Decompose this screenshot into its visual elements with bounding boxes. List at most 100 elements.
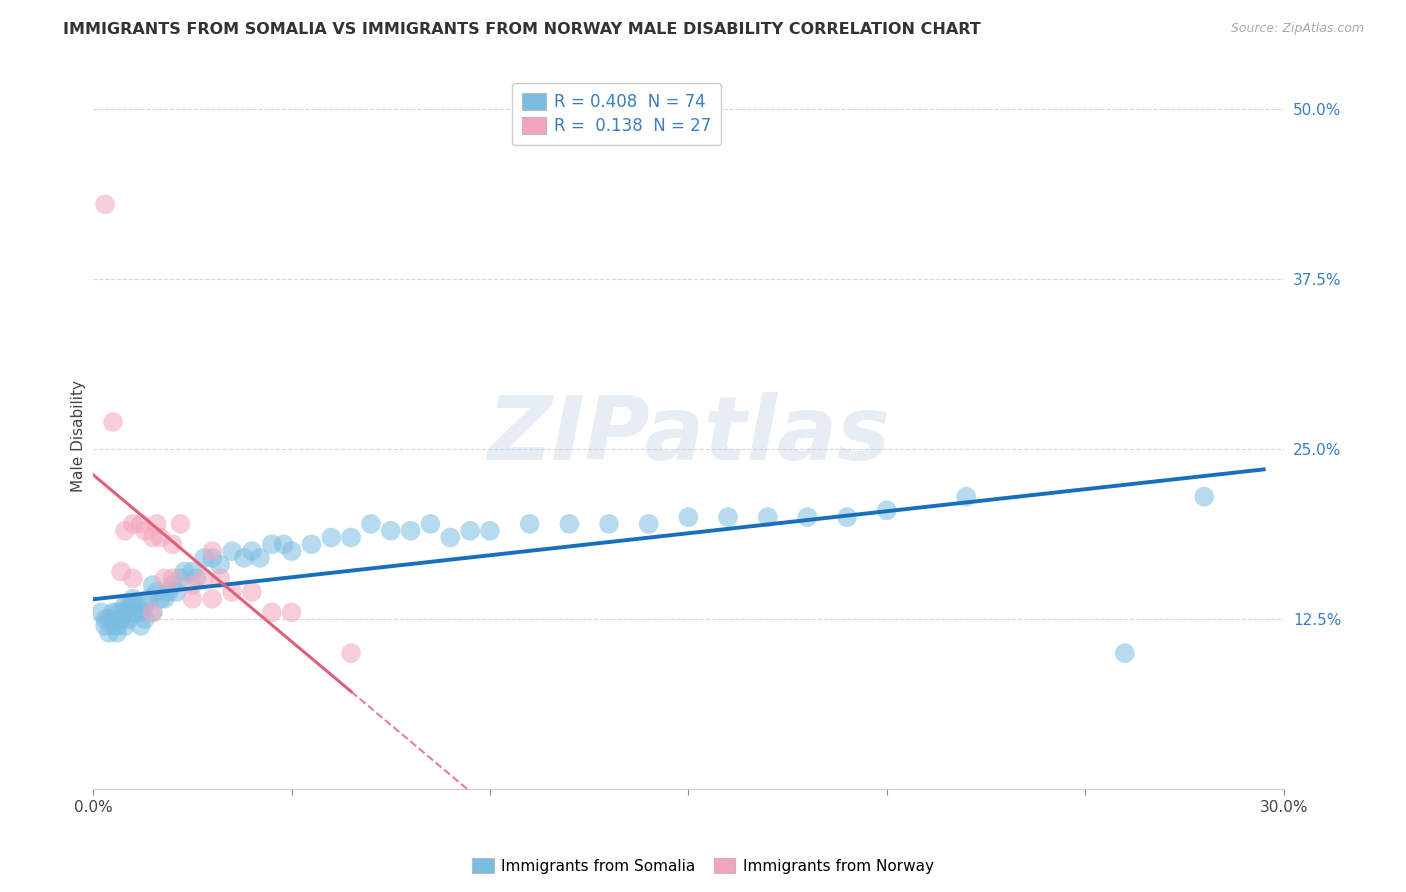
Point bbox=[149, 531, 172, 545]
Point bbox=[114, 619, 136, 633]
Point bbox=[121, 591, 143, 606]
Point bbox=[360, 516, 382, 531]
Legend: Immigrants from Somalia, Immigrants from Norway: Immigrants from Somalia, Immigrants from… bbox=[465, 852, 941, 880]
Point bbox=[125, 605, 148, 619]
Point bbox=[717, 510, 740, 524]
Point bbox=[439, 531, 461, 545]
Point bbox=[134, 524, 156, 538]
Point bbox=[129, 516, 152, 531]
Point bbox=[162, 537, 184, 551]
Text: ZIPatlas: ZIPatlas bbox=[486, 392, 890, 479]
Point bbox=[419, 516, 441, 531]
Point bbox=[558, 516, 581, 531]
Point bbox=[121, 516, 143, 531]
Point bbox=[598, 516, 620, 531]
Point bbox=[240, 585, 263, 599]
Point bbox=[114, 599, 136, 613]
Point bbox=[101, 605, 124, 619]
Point bbox=[209, 571, 232, 585]
Point bbox=[162, 578, 184, 592]
Point bbox=[121, 599, 143, 613]
Point bbox=[201, 591, 224, 606]
Point bbox=[110, 612, 132, 626]
Point bbox=[101, 612, 124, 626]
Point bbox=[105, 619, 128, 633]
Point bbox=[121, 605, 143, 619]
Point bbox=[299, 537, 322, 551]
Point bbox=[118, 599, 141, 613]
Point bbox=[149, 591, 172, 606]
Point bbox=[249, 550, 271, 565]
Point bbox=[114, 605, 136, 619]
Point bbox=[209, 558, 232, 572]
Point bbox=[193, 571, 215, 585]
Point bbox=[110, 612, 132, 626]
Point bbox=[399, 524, 422, 538]
Point bbox=[478, 524, 501, 538]
Point bbox=[233, 550, 256, 565]
Point bbox=[273, 537, 295, 551]
Point bbox=[193, 550, 215, 565]
Point bbox=[145, 585, 167, 599]
Point bbox=[114, 524, 136, 538]
Text: Source: ZipAtlas.com: Source: ZipAtlas.com bbox=[1230, 22, 1364, 36]
Point bbox=[142, 578, 165, 592]
Point bbox=[221, 585, 243, 599]
Point bbox=[321, 531, 343, 545]
Point bbox=[169, 571, 191, 585]
Point bbox=[340, 646, 363, 660]
Point bbox=[1114, 646, 1136, 660]
Y-axis label: Male Disability: Male Disability bbox=[72, 379, 86, 491]
Point bbox=[240, 544, 263, 558]
Point bbox=[153, 571, 176, 585]
Point bbox=[101, 415, 124, 429]
Point bbox=[173, 565, 195, 579]
Point bbox=[162, 571, 184, 585]
Point bbox=[138, 591, 160, 606]
Point bbox=[519, 516, 541, 531]
Text: IMMIGRANTS FROM SOMALIA VS IMMIGRANTS FROM NORWAY MALE DISABILITY CORRELATION CH: IMMIGRANTS FROM SOMALIA VS IMMIGRANTS FR… bbox=[63, 22, 981, 37]
Point bbox=[955, 490, 977, 504]
Point bbox=[94, 619, 117, 633]
Point bbox=[121, 571, 143, 585]
Point bbox=[129, 619, 152, 633]
Point bbox=[221, 544, 243, 558]
Point bbox=[142, 605, 165, 619]
Point bbox=[380, 524, 402, 538]
Point bbox=[142, 531, 165, 545]
Point bbox=[142, 605, 165, 619]
Point bbox=[98, 625, 121, 640]
Point bbox=[166, 585, 188, 599]
Point bbox=[181, 578, 204, 592]
Point bbox=[110, 565, 132, 579]
Point bbox=[134, 599, 156, 613]
Point bbox=[105, 625, 128, 640]
Point bbox=[876, 503, 898, 517]
Point bbox=[796, 510, 818, 524]
Point bbox=[134, 612, 156, 626]
Legend: R = 0.408  N = 74, R =  0.138  N = 27: R = 0.408 N = 74, R = 0.138 N = 27 bbox=[513, 83, 721, 145]
Point bbox=[260, 605, 283, 619]
Point bbox=[340, 531, 363, 545]
Point bbox=[129, 605, 152, 619]
Point bbox=[90, 605, 112, 619]
Point bbox=[118, 612, 141, 626]
Point bbox=[94, 197, 117, 211]
Point bbox=[637, 516, 659, 531]
Point bbox=[181, 565, 204, 579]
Point bbox=[94, 612, 117, 626]
Point bbox=[1192, 490, 1215, 504]
Point bbox=[201, 550, 224, 565]
Point bbox=[260, 537, 283, 551]
Point bbox=[105, 605, 128, 619]
Point bbox=[678, 510, 700, 524]
Point bbox=[125, 599, 148, 613]
Point bbox=[835, 510, 858, 524]
Point bbox=[153, 591, 176, 606]
Point bbox=[98, 612, 121, 626]
Point bbox=[458, 524, 481, 538]
Point bbox=[186, 571, 208, 585]
Point bbox=[756, 510, 779, 524]
Point bbox=[145, 516, 167, 531]
Point bbox=[157, 585, 180, 599]
